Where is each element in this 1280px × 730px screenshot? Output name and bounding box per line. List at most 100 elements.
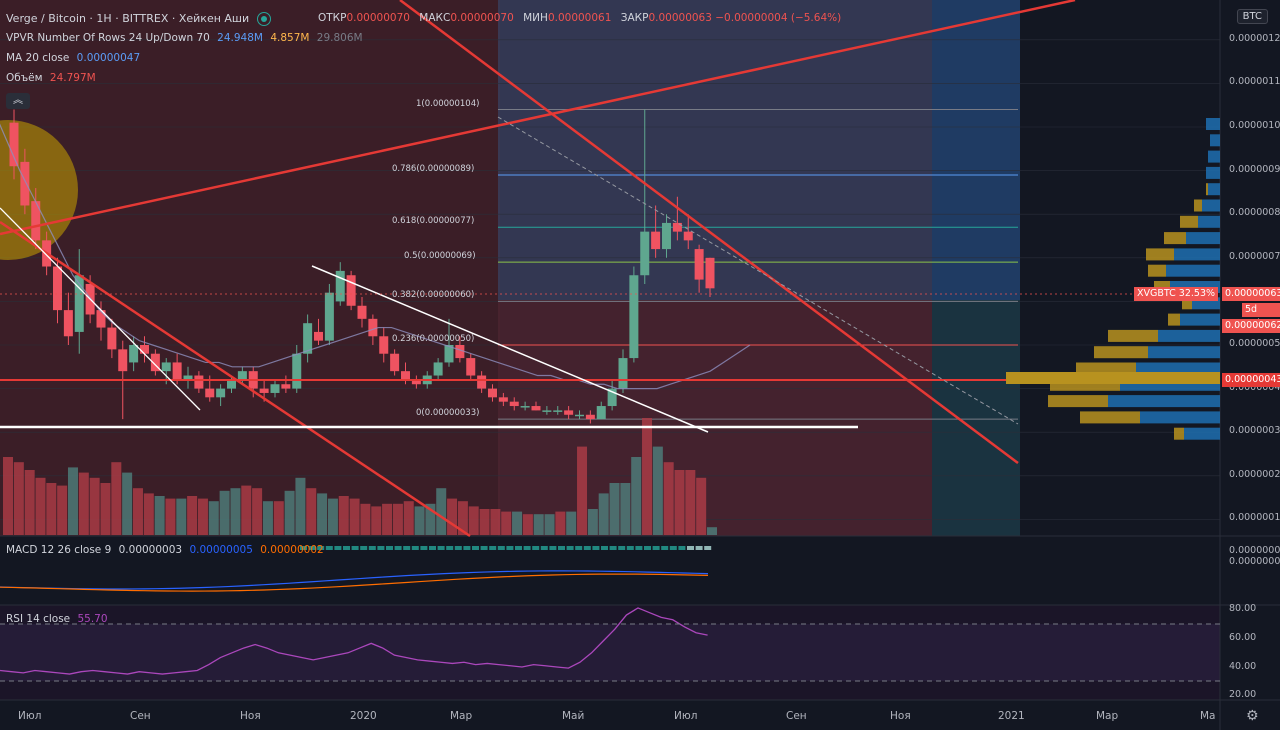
- candle-body-16: [183, 375, 193, 380]
- volume-bar-35: [382, 503, 393, 535]
- volume-bar-4: [46, 483, 57, 535]
- candle-body-23: [259, 388, 269, 393]
- volume-bar-41: [447, 498, 458, 535]
- candle-body-62: [683, 231, 693, 241]
- volume-bar-36: [392, 503, 403, 535]
- volume-bar-44: [479, 509, 490, 535]
- settings-gear-icon[interactable]: ⚙: [1246, 708, 1259, 724]
- volume-bar-16: [176, 498, 187, 535]
- candle-body-57: [629, 275, 639, 359]
- time-axis-label-10: Мар: [1096, 710, 1119, 722]
- fib-level-label-3: 0.5(0.00000069): [404, 251, 476, 262]
- candle-body-42: [466, 358, 476, 376]
- candle-body-59: [651, 231, 661, 250]
- macd-hist-3: [325, 546, 333, 550]
- volume-bar-18: [197, 498, 208, 535]
- macd-legend-v3: 0.00000002: [260, 544, 324, 556]
- ma-legend-label: MA 20 close: [6, 52, 70, 64]
- candle-body-11: [129, 345, 139, 363]
- volume-bar-45: [490, 509, 501, 535]
- vpvr-down-11: [1182, 297, 1192, 310]
- macd-hist-2: [317, 546, 325, 550]
- ma-legend[interactable]: MA 20 close 0.00000047: [6, 52, 144, 64]
- macd-hist-43: [669, 546, 677, 550]
- collapse-legend-button[interactable]: ︽: [6, 93, 30, 109]
- price-axis-label-5: 0.00000070: [1229, 250, 1280, 262]
- level-43-tag: 0.00000043: [1222, 373, 1280, 387]
- vpvr-down-14: [1094, 346, 1148, 359]
- candle-body-54: [596, 406, 606, 420]
- rsi-axis-label-0: 80.00: [1229, 603, 1257, 614]
- macd-hist-39: [635, 546, 643, 550]
- vpvr-up-12: [1180, 313, 1220, 326]
- volume-bar-54: [587, 509, 598, 535]
- volume-bar-65: [707, 527, 717, 535]
- macd-hist-17: [446, 546, 454, 550]
- macd-hist-33: [583, 546, 591, 550]
- volume-bar-20: [219, 490, 230, 535]
- candle-body-55: [607, 388, 617, 407]
- vpvr-up-13: [1158, 329, 1220, 342]
- macd-hist-31: [566, 546, 574, 550]
- symbol-title: Verge / Bitcoin · 1H · BITTREX · Хейкен …: [6, 12, 275, 26]
- vpvr-legend[interactable]: VPVR Number Of Rows 24 Up/Down 70 24.948…: [6, 32, 367, 44]
- volume-bar-47: [512, 511, 523, 535]
- vpvr-legend-v3: 29.806M: [316, 32, 363, 44]
- candle-body-37: [411, 379, 421, 385]
- vpvr-down-12: [1168, 313, 1180, 326]
- volume-bar-62: [674, 470, 685, 535]
- vpvr-down-8: [1146, 248, 1174, 261]
- volume-bar-32: [349, 498, 360, 535]
- candle-body-49: [542, 410, 552, 412]
- candle-body-36: [401, 371, 410, 380]
- time-axis-label-11: Ма: [1200, 710, 1216, 722]
- macd-hist-5: [343, 546, 350, 550]
- candle-body-14: [161, 362, 171, 372]
- currency-badge[interactable]: BTC: [1236, 9, 1268, 24]
- macd-hist-10: [386, 546, 393, 550]
- vpvr-legend-v2: 4.857M: [270, 32, 310, 44]
- vpvr-up-17: [1108, 395, 1220, 408]
- macd-legend[interactable]: MACD 12 26 close 9 0.00000003 0.00000005…: [6, 544, 328, 556]
- candle-body-35: [390, 353, 400, 372]
- ohlc-close-label: ЗАКР: [620, 12, 649, 24]
- candle-body-47: [520, 406, 530, 408]
- vpvr-down-7: [1164, 232, 1186, 245]
- volume-legend[interactable]: Объём 24.797M: [6, 72, 100, 84]
- candle-body-27: [303, 323, 313, 354]
- volume-bar-23: [252, 488, 263, 535]
- drawing-zone-teal: [932, 300, 1020, 536]
- countdown-tag: 5d 13h: [1242, 303, 1280, 329]
- volume-bar-40: [436, 488, 447, 535]
- candle-body-53: [585, 414, 595, 420]
- macd-hist-6: [351, 546, 359, 550]
- time-axis-label-4: Мар: [450, 710, 473, 722]
- volume-bar-30: [327, 498, 338, 535]
- volume-bar-5: [57, 485, 68, 535]
- ohlc-high-label: МАКС: [419, 12, 451, 24]
- volume-bar-7: [78, 472, 89, 535]
- candle-body-15: [172, 362, 182, 380]
- time-axis-label-1: Сен: [130, 710, 151, 722]
- macd-hist-27: [532, 546, 540, 550]
- candle-body-8: [96, 310, 106, 328]
- vpvr-up-7: [1186, 232, 1220, 245]
- time-axis-label-3: 2020: [350, 710, 377, 722]
- volume-bar-52: [566, 511, 577, 535]
- white-trendline-mid: [311, 265, 709, 433]
- time-axis-label-9: 2021: [998, 710, 1025, 722]
- fib-level-label-5: 0.236(0.00000050): [392, 334, 475, 344]
- rsi-legend[interactable]: RSI 14 close 55.70: [6, 613, 112, 625]
- vpvr-down-15: [1076, 362, 1136, 375]
- vpvr-up-6: [1198, 215, 1220, 228]
- candle-body-52: [575, 414, 584, 417]
- ohlc-low-value: 0.00000061: [547, 12, 612, 24]
- macd-line: [0, 570, 709, 590]
- candle-body-51: [564, 410, 574, 415]
- candle-body-44: [488, 388, 497, 398]
